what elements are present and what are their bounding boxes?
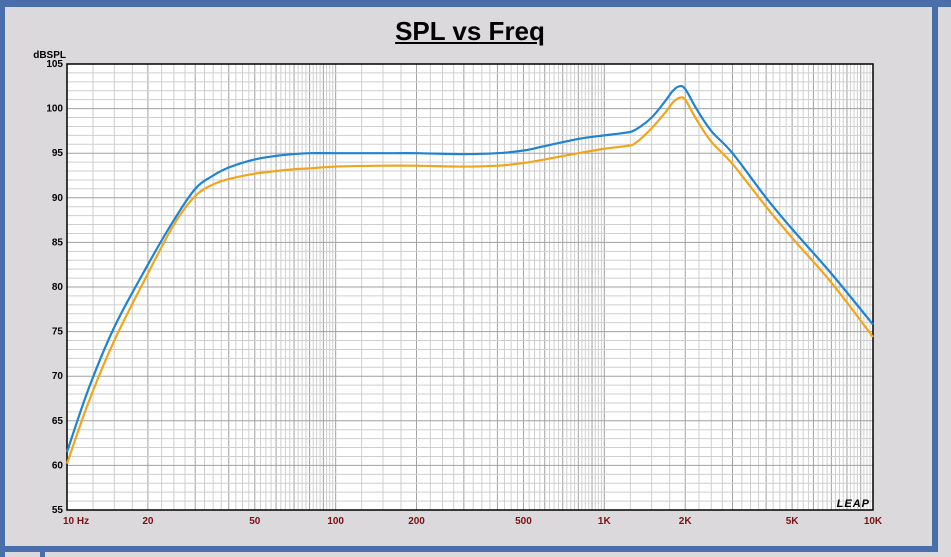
y-tick-label: 90 [52, 193, 64, 204]
series-line-2 [65, 96, 874, 464]
window-frame-top [0, 0, 951, 7]
y-tick-label: 105 [46, 59, 63, 70]
x-tick-label: 20 [142, 516, 154, 527]
x-tick-label: 50 [249, 516, 261, 527]
y-axis-label: dBSPL [33, 50, 66, 61]
x-tick-label: 10K [864, 516, 883, 527]
y-tick-label: 55 [52, 505, 64, 516]
y-tick-label: 85 [52, 237, 64, 248]
leap-watermark: LEAP [837, 498, 870, 510]
y-tick-label: 95 [52, 148, 64, 159]
x-tick-label: 2K [679, 516, 693, 527]
grid [67, 64, 873, 510]
plot-frame [66, 63, 874, 511]
x-tick-label: 5K [786, 516, 800, 527]
window-frame-stub [40, 552, 45, 557]
window-frame-right [932, 0, 938, 552]
y-tick-label: 80 [52, 282, 64, 293]
x-tick-label: 500 [515, 516, 532, 527]
y-tick-label: 75 [52, 327, 64, 338]
y-tick-label: 65 [52, 416, 64, 427]
x-tick-label: 1K [598, 516, 612, 527]
y-tick-label: 70 [52, 371, 64, 382]
series-line-1 [65, 84, 874, 453]
window-frame-bottom [0, 546, 938, 552]
x-tick-label: 200 [408, 516, 425, 527]
y-tick-label: 60 [52, 460, 64, 471]
x-tick-label: 10 Hz [63, 516, 89, 527]
chart-title: SPL vs Freq [395, 16, 545, 46]
y-tick-label: 100 [46, 104, 63, 115]
window-frame-left [0, 0, 5, 557]
x-tick-label: 100 [327, 516, 344, 527]
